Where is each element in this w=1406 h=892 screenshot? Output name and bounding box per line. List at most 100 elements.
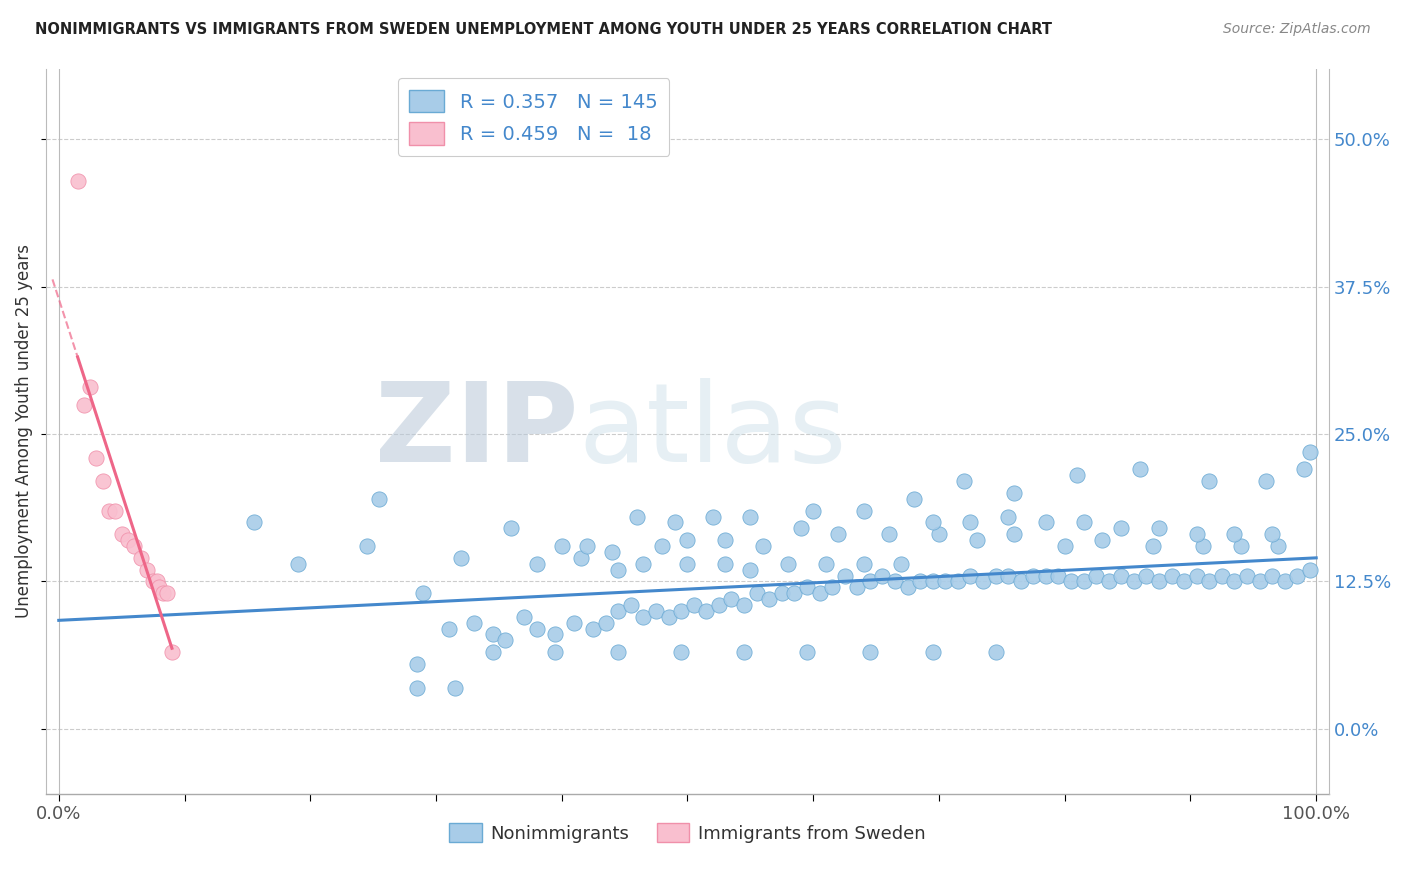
Point [368, 491, 391, 506]
Point [645, 604, 668, 618]
Point [852, 504, 875, 518]
Point [1060, 574, 1083, 589]
Point [934, 574, 956, 589]
Point [1035, 568, 1057, 582]
Point [859, 574, 882, 589]
Point [1299, 444, 1322, 458]
Y-axis label: Unemployment Among Youth under 25 years: Unemployment Among Youth under 25 years [15, 244, 32, 618]
Point [1142, 539, 1164, 553]
Point [1274, 574, 1296, 589]
Point [1198, 574, 1220, 589]
Point [444, 681, 467, 695]
Point [801, 504, 824, 518]
Point [1085, 568, 1108, 582]
Point [544, 645, 567, 659]
Point [796, 645, 818, 659]
Point [437, 622, 460, 636]
Point [834, 568, 856, 582]
Point [1135, 568, 1157, 582]
Point [1098, 574, 1121, 589]
Point [733, 645, 755, 659]
Point [814, 557, 837, 571]
Point [544, 627, 567, 641]
Point [146, 574, 169, 589]
Point [821, 580, 844, 594]
Point [633, 557, 655, 571]
Point [921, 645, 943, 659]
Point [682, 598, 704, 612]
Point [1147, 521, 1170, 535]
Point [135, 563, 157, 577]
Point [1292, 462, 1315, 476]
Point [1002, 527, 1025, 541]
Point [720, 592, 742, 607]
Point [959, 568, 981, 582]
Point [494, 633, 516, 648]
Point [778, 557, 800, 571]
Point [1223, 527, 1246, 541]
Point [79, 380, 101, 394]
Point [1053, 539, 1076, 553]
Legend: R = 0.357   N = 145, R = 0.459   N =  18: R = 0.357 N = 145, R = 0.459 N = 18 [398, 78, 669, 156]
Point [884, 574, 907, 589]
Point [242, 516, 264, 530]
Point [1192, 539, 1215, 553]
Text: Source: ZipAtlas.com: Source: ZipAtlas.com [1223, 22, 1371, 37]
Point [1111, 521, 1133, 535]
Point [156, 586, 179, 600]
Point [1173, 574, 1195, 589]
Point [877, 527, 900, 541]
Point [152, 586, 174, 600]
Point [551, 539, 574, 553]
Point [676, 533, 699, 548]
Point [513, 609, 536, 624]
Point [903, 491, 925, 506]
Point [669, 645, 692, 659]
Point [1047, 568, 1070, 582]
Point [921, 516, 943, 530]
Point [783, 586, 806, 600]
Point [356, 539, 378, 553]
Point [626, 509, 648, 524]
Point [117, 533, 139, 548]
Point [481, 645, 503, 659]
Point [1091, 533, 1114, 548]
Point [406, 657, 429, 671]
Point [526, 622, 548, 636]
Point [1002, 486, 1025, 500]
Point [142, 574, 165, 589]
Point [607, 563, 630, 577]
Point [287, 557, 309, 571]
Point [595, 615, 617, 630]
Point [633, 609, 655, 624]
Point [1249, 574, 1271, 589]
Point [129, 550, 152, 565]
Point [1299, 563, 1322, 577]
Point [966, 533, 988, 548]
Point [450, 550, 472, 565]
Point [1267, 539, 1289, 553]
Point [740, 509, 762, 524]
Point [770, 586, 793, 600]
Point [745, 586, 768, 600]
Point [607, 645, 630, 659]
Point [852, 557, 875, 571]
Point [959, 516, 981, 530]
Point [796, 580, 818, 594]
Point [1122, 574, 1144, 589]
Point [896, 580, 918, 594]
Point [984, 645, 1007, 659]
Point [669, 604, 692, 618]
Point [695, 604, 717, 618]
Point [607, 604, 630, 618]
Point [73, 398, 96, 412]
Point [758, 592, 780, 607]
Point [872, 568, 894, 582]
Point [676, 557, 699, 571]
Point [104, 504, 127, 518]
Point [972, 574, 994, 589]
Point [1229, 539, 1251, 553]
Point [658, 609, 681, 624]
Point [714, 557, 737, 571]
Point [1236, 568, 1258, 582]
